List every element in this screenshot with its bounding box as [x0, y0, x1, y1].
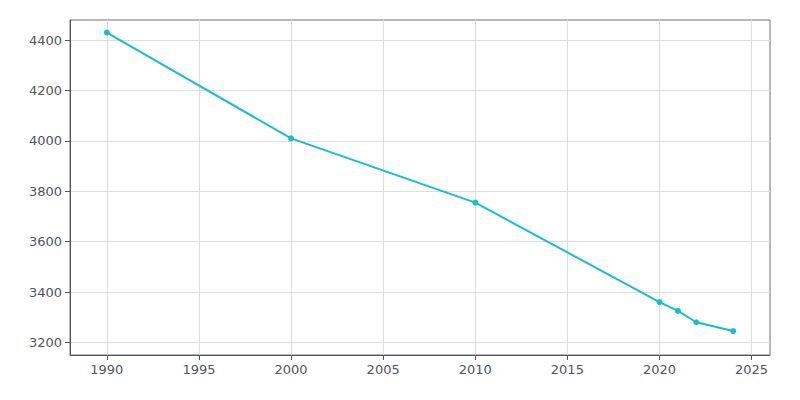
svg-text:2025: 2025: [735, 362, 768, 377]
svg-text:2020: 2020: [643, 362, 676, 377]
svg-text:3200: 3200: [29, 335, 62, 350]
svg-text:4200: 4200: [29, 83, 62, 98]
svg-text:4400: 4400: [29, 33, 62, 48]
svg-text:2010: 2010: [459, 362, 492, 377]
svg-text:2000: 2000: [275, 362, 308, 377]
svg-text:3400: 3400: [29, 285, 62, 300]
svg-text:3800: 3800: [29, 184, 62, 199]
svg-text:1990: 1990: [90, 362, 123, 377]
svg-text:2015: 2015: [551, 362, 584, 377]
svg-text:1995: 1995: [182, 362, 215, 377]
svg-text:4000: 4000: [29, 133, 62, 148]
svg-text:2005: 2005: [367, 362, 400, 377]
svg-text:3600: 3600: [29, 234, 62, 249]
